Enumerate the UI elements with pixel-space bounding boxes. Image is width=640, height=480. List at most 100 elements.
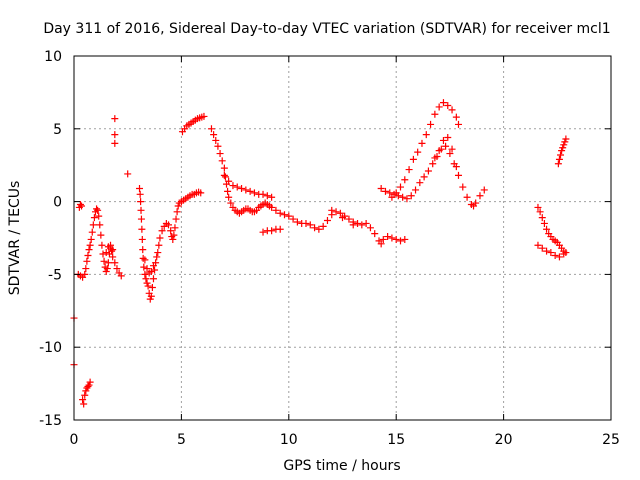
data-point <box>381 187 389 195</box>
data-point <box>149 275 157 283</box>
y-tick-label: 5 <box>53 122 62 138</box>
data-point <box>220 171 228 179</box>
data-point <box>332 208 340 216</box>
data-point <box>83 257 91 265</box>
series-midday-high <box>178 112 208 136</box>
y-axis-label: SDTVAR / TECUs <box>7 181 23 296</box>
data-point <box>104 259 112 267</box>
data-point <box>442 142 450 150</box>
data-point <box>137 198 145 206</box>
data-point <box>480 186 488 194</box>
data-point <box>139 254 147 262</box>
data-point <box>227 199 235 207</box>
data-point <box>89 221 97 229</box>
grid-lines <box>74 56 611 420</box>
data-point <box>323 217 331 225</box>
data-point <box>371 230 379 238</box>
data-point <box>293 218 301 226</box>
data-point <box>136 190 144 198</box>
data-point <box>384 233 392 241</box>
data-point <box>167 227 175 235</box>
data-point <box>93 205 101 213</box>
data-point <box>358 221 366 229</box>
y-tick-label: -5 <box>48 267 62 283</box>
data-point <box>86 378 94 386</box>
data-point <box>349 221 357 229</box>
data-point <box>268 227 276 235</box>
data-point <box>446 150 454 158</box>
y-tick-labels: -15 -10 -5 0 5 10 <box>39 49 62 429</box>
data-point <box>379 235 387 243</box>
data-point <box>448 145 456 153</box>
data-point <box>153 253 161 261</box>
data-point <box>154 249 162 257</box>
data-point <box>224 187 232 195</box>
data-point <box>435 103 443 111</box>
data-point <box>448 106 456 114</box>
data-point <box>113 265 121 273</box>
data-point <box>319 222 327 230</box>
data-point <box>84 383 92 391</box>
data-point <box>138 225 146 233</box>
data-point <box>538 214 546 222</box>
data-point <box>111 259 119 267</box>
data-point <box>315 225 323 233</box>
data-point <box>225 193 233 201</box>
data-point <box>268 193 276 201</box>
data-point <box>540 219 548 227</box>
data-point <box>427 120 435 128</box>
data-point <box>311 224 319 232</box>
data-point <box>555 253 563 261</box>
data-point <box>137 215 145 223</box>
data-point <box>149 262 157 270</box>
data-point <box>233 183 241 191</box>
data-point <box>100 257 108 265</box>
series-late-descent <box>534 203 570 261</box>
data-point <box>250 189 258 197</box>
data-point <box>109 246 117 254</box>
data-point <box>268 203 276 211</box>
data-point <box>111 131 119 139</box>
data-point <box>170 231 178 239</box>
series-early-rise <box>74 201 125 281</box>
data-point <box>212 136 220 144</box>
data-point <box>156 234 164 242</box>
data-point <box>109 253 117 261</box>
data-point <box>88 228 96 236</box>
data-point <box>141 270 149 278</box>
data-point <box>435 147 443 155</box>
data-point <box>90 214 98 222</box>
data-point <box>403 195 411 203</box>
data-point <box>229 182 237 190</box>
data-point <box>85 246 93 254</box>
x-tick-label: 0 <box>70 432 79 448</box>
data-point <box>86 241 94 249</box>
data-point <box>165 221 173 229</box>
data-point <box>418 139 426 147</box>
data-point <box>302 219 310 227</box>
data-point <box>339 214 346 222</box>
data-point <box>543 225 551 233</box>
data-point <box>108 247 116 255</box>
data-point <box>463 193 471 201</box>
x-tick-labels: 0 5 10 15 20 25 <box>70 432 620 448</box>
data-point <box>420 173 428 181</box>
data-point <box>534 241 542 249</box>
data-point <box>221 173 229 181</box>
data-point <box>124 170 132 178</box>
y-tick-label: 0 <box>53 195 62 211</box>
data-point <box>216 150 224 158</box>
y-tick-label: 10 <box>44 49 62 65</box>
data-point <box>137 206 145 214</box>
data-point <box>281 211 289 219</box>
data-point <box>102 249 110 257</box>
data-point <box>444 134 452 142</box>
data-point <box>103 265 111 273</box>
data-point <box>98 241 106 249</box>
data-point <box>431 110 439 118</box>
x-tick-label: 15 <box>387 432 405 448</box>
y-tick-label: -15 <box>39 413 62 429</box>
data-point <box>555 155 563 163</box>
data-point <box>416 179 424 187</box>
data-point <box>412 186 420 194</box>
